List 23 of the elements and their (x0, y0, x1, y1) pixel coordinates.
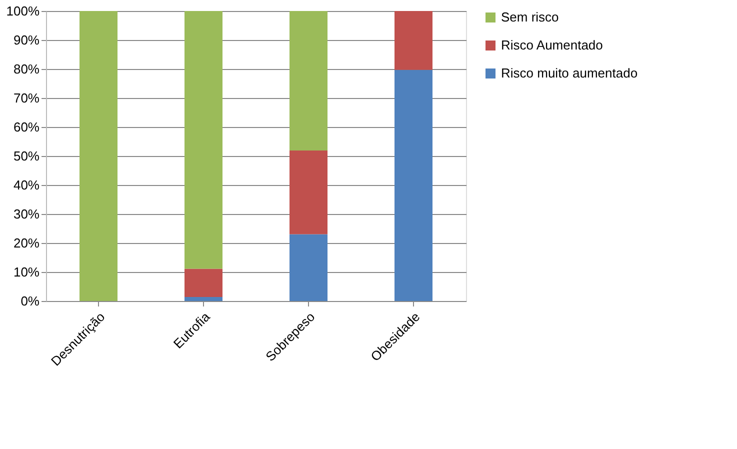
legend-label: Sem risco (501, 10, 559, 24)
bar (290, 150, 328, 234)
bar (290, 234, 328, 301)
y-tick-label: 30% (13, 206, 40, 222)
bar (394, 70, 432, 301)
y-tick-label: 20% (13, 236, 40, 250)
y-tick-label: 50% (13, 148, 40, 164)
y-tick-label: 70% (13, 90, 40, 106)
y-tick-label: 90% (13, 32, 40, 48)
bar (80, 11, 118, 301)
y-tick-label: 10% (13, 264, 40, 280)
y-tick-label: 0% (20, 294, 40, 308)
y-tick-label: 80% (13, 62, 40, 76)
bar (290, 11, 328, 150)
bar (394, 11, 432, 70)
y-tick-label: 60% (13, 120, 40, 134)
legend-label: Risco Aumentado (501, 38, 603, 52)
bar (184, 268, 222, 297)
y-tick-label: 40% (13, 178, 40, 192)
bar (184, 11, 222, 269)
legend-label: Risco muito aumentado (501, 66, 638, 80)
bar (184, 296, 222, 301)
y-tick-label: 100% (6, 4, 40, 18)
